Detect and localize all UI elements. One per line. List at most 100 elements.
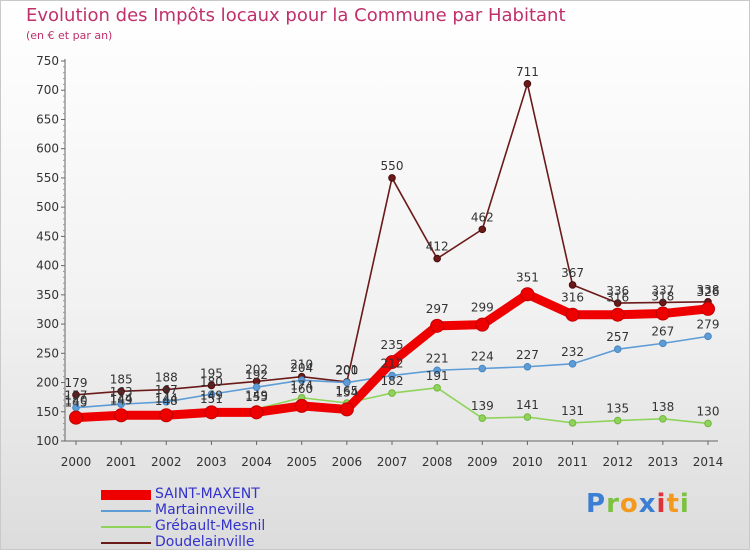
data-label-grebault-mesnil: 174 (290, 379, 313, 393)
data-label-martainneville: 227 (516, 348, 539, 362)
logo-letter: P (586, 489, 607, 519)
data-label-grebault-mesnil: 151 (200, 392, 223, 406)
data-point-saint-maxent (294, 398, 309, 413)
data-label-doudelainville: 338 (697, 283, 720, 297)
data-label-saint-maxent: 326 (697, 285, 720, 299)
data-label-grebault-mesnil: 165 (335, 384, 358, 398)
data-point-saint-maxent (565, 307, 580, 322)
data-label-doudelainville: 195 (200, 366, 223, 380)
legend-item: Doudelainville (101, 534, 361, 551)
data-label-doudelainville: 336 (606, 284, 629, 298)
data-label-saint-maxent: 160 (290, 382, 313, 396)
x-tick-label: 2006 (332, 455, 363, 469)
x-tick-label: 2005 (286, 455, 317, 469)
y-tick-label: 350 (36, 288, 59, 302)
data-point-martainneville (523, 362, 532, 371)
data-point-saint-maxent (701, 301, 715, 316)
data-point-grebault-mesnil (388, 389, 396, 397)
data-label-martainneville: 224 (471, 350, 494, 364)
data-point-martainneville (162, 398, 171, 406)
data-label-grebault-mesnil: 130 (697, 404, 720, 418)
data-point-doudelainville (162, 385, 171, 394)
data-point-martainneville (659, 339, 667, 348)
data-point-saint-maxent (475, 317, 490, 332)
data-label-martainneville: 180 (200, 375, 223, 389)
data-point-grebault-mesnil (568, 419, 577, 427)
data-point-grebault-mesnil (613, 416, 622, 425)
logo-letter: i (656, 489, 667, 519)
data-point-grebault-mesnil (433, 384, 441, 392)
data-point-martainneville (433, 366, 441, 375)
legend-label: Grébault-Mesnil (155, 518, 266, 534)
data-point-saint-maxent (610, 307, 625, 322)
x-tick-label: 2004 (241, 455, 272, 469)
data-point-saint-maxent (520, 287, 535, 302)
data-label-saint-maxent: 149 (200, 388, 223, 402)
y-tick-label: 250 (36, 346, 59, 360)
data-label-doudelainville: 550 (381, 159, 404, 173)
data-point-doudelainville (207, 381, 216, 390)
y-tick-label: 150 (36, 405, 59, 419)
data-label-grebault-mesnil: 148 (155, 394, 178, 408)
data-label-saint-maxent: 297 (426, 302, 449, 316)
data-point-martainneville (478, 364, 487, 373)
data-point-martainneville (613, 345, 622, 354)
data-label-doudelainville: 185 (110, 372, 133, 386)
data-label-grebault-mesnil: 131 (561, 404, 584, 418)
data-label-saint-maxent: 299 (471, 301, 494, 315)
data-label-martainneville: 157 (65, 389, 88, 403)
data-label-doudelainville: 337 (651, 283, 674, 297)
data-label-martainneville: 232 (561, 345, 584, 359)
data-point-saint-maxent (159, 408, 174, 423)
data-label-doudelainville: 367 (561, 266, 584, 280)
data-label-doudelainville: 711 (516, 65, 539, 79)
data-point-saint-maxent (430, 318, 445, 333)
data-point-saint-maxent (339, 402, 354, 417)
data-point-doudelainville (72, 391, 80, 399)
data-point-saint-maxent (204, 405, 219, 420)
x-tick-label: 2007 (377, 455, 408, 469)
y-tick-label: 650 (36, 112, 59, 126)
data-label-martainneville: 279 (697, 317, 720, 331)
data-label-martainneville: 212 (381, 357, 404, 371)
data-point-doudelainville (659, 298, 667, 307)
data-label-saint-maxent: 144 (155, 391, 178, 405)
proxiti-logo: Proxiti (586, 489, 690, 519)
data-label-saint-maxent: 316 (606, 291, 629, 305)
data-label-martainneville: 257 (606, 330, 629, 344)
data-label-grebault-mesnil: 145 (65, 396, 88, 410)
data-point-saint-maxent (385, 355, 399, 370)
data-point-martainneville (297, 376, 306, 385)
x-tick-label: 2010 (512, 455, 543, 469)
data-label-saint-maxent: 351 (516, 270, 539, 284)
data-label-grebault-mesnil: 155 (245, 390, 268, 404)
data-label-martainneville: 167 (155, 383, 178, 397)
data-label-saint-maxent: 140 (65, 394, 88, 408)
data-point-martainneville (117, 400, 125, 408)
x-tick-label: 2012 (602, 455, 633, 469)
data-point-martainneville (343, 378, 351, 387)
x-tick-label: 2003 (196, 455, 227, 469)
data-label-grebault-mesnil: 141 (516, 398, 539, 412)
x-tick-label: 2009 (467, 455, 498, 469)
data-point-doudelainville (117, 387, 125, 396)
data-label-grebault-mesnil: 135 (606, 402, 629, 416)
data-label-doudelainville: 210 (290, 358, 313, 372)
x-tick-label: 2002 (151, 455, 182, 469)
x-tick-label: 2014 (693, 455, 724, 469)
y-tick-label: 750 (36, 54, 59, 68)
data-label-martainneville: 204 (290, 361, 313, 375)
y-tick-label: 550 (36, 171, 59, 185)
legend-swatch (101, 490, 151, 500)
legend-label: SAINT-MAXENT (155, 486, 260, 502)
logo-letter: o (619, 489, 639, 519)
data-label-saint-maxent: 316 (561, 291, 584, 305)
data-point-martainneville (252, 383, 261, 392)
legend-item: Martainneville (101, 502, 361, 519)
data-point-doudelainville (613, 299, 622, 307)
data-point-martainneville (704, 332, 712, 341)
data-point-grebault-mesnil (478, 414, 487, 423)
data-point-saint-maxent (69, 410, 83, 425)
